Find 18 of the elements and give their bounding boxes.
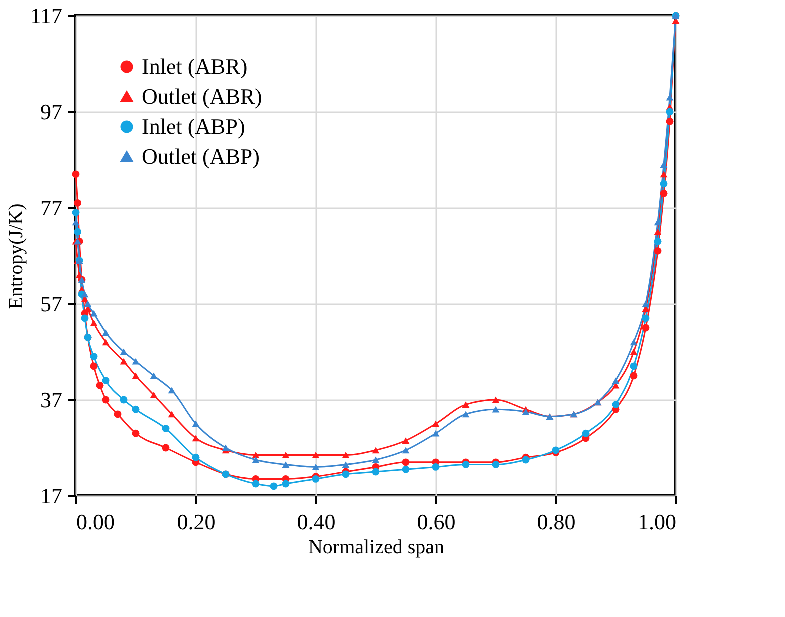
y-tick-label: 97 [40,100,62,124]
y-tick-label: 37 [40,388,62,412]
x-tick-label: 0.00 [76,510,115,534]
y-tick-label: 57 [40,292,62,316]
y-axis-title: Entropy(J/K) [5,204,28,310]
x-tick-label: 0.20 [177,510,216,534]
x-tick-label: 0.80 [537,510,576,534]
x-axis-title: Normalized span [308,536,445,558]
legend-label: Outlet (ABR) [142,84,262,109]
legend-label: Inlet (ABP) [142,114,246,139]
x-tick-label: 1.00 [638,510,676,534]
y-tick-label: 77 [40,196,62,220]
x-tick-label: 0.60 [417,510,456,534]
x-tick-label: 0.40 [297,510,336,534]
y-tick-label: 17 [40,484,62,508]
legend-label: Inlet (ABR) [142,54,248,79]
y-tick-label: 117 [30,4,62,28]
legend-label: Outlet (ABP) [142,144,260,169]
